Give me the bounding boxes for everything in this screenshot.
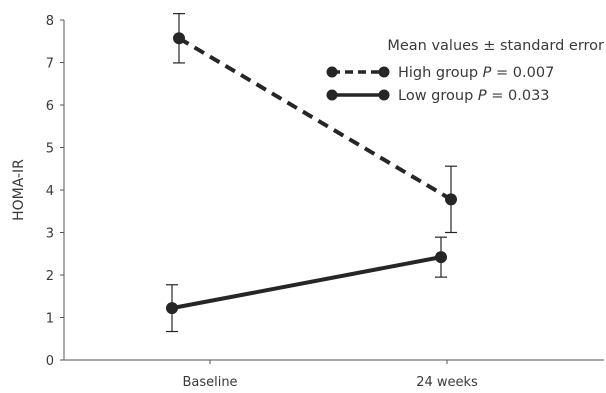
legend-swatch-marker (378, 66, 390, 78)
y-tick-label: 1 (46, 312, 54, 327)
y-tick-label: 5 (46, 142, 54, 157)
y-tick-label: 8 (46, 14, 54, 29)
data-point (166, 302, 178, 315)
y-tick-label: 6 (46, 99, 54, 114)
series-line (177, 36, 453, 202)
plot-area (166, 13, 457, 333)
legend-entry: High group P = 0.007 (326, 65, 554, 81)
y-tick-label: 4 (46, 184, 54, 199)
y-tick-label: 2 (46, 269, 54, 284)
data-point (173, 32, 185, 45)
series-high-group (173, 13, 457, 234)
legend-p-value: = 0.033 (487, 88, 550, 104)
y-tick-label: 7 (46, 57, 54, 72)
data-point (435, 251, 447, 264)
legend: Mean values ± standard error High group … (326, 38, 604, 104)
legend-label: Low group P = 0.033 (398, 88, 550, 104)
legend-series-name: Low group (398, 88, 478, 104)
legend-p-label: P (483, 65, 492, 81)
legend-p-value: = 0.007 (491, 65, 554, 81)
legend-entry: Low group P = 0.033 (326, 88, 550, 104)
legend-title: Mean values ± standard error (387, 38, 604, 54)
legend-swatch-marker (378, 89, 390, 101)
y-axis: 0 1 2 3 4 5 6 7 8 (46, 14, 65, 369)
legend-swatch-marker (326, 66, 338, 78)
x-tick-label: Baseline (182, 375, 237, 390)
legend-swatch-marker (326, 89, 338, 101)
y-tick-label: 3 (46, 227, 54, 242)
data-point (445, 193, 457, 206)
legend-label: High group P = 0.007 (398, 65, 554, 81)
legend-series-name: High group (398, 65, 483, 81)
series-low-group (166, 236, 447, 333)
y-tick-label: 0 (46, 354, 54, 369)
x-tick-label: 24 weeks (416, 375, 478, 390)
series-line (171, 255, 442, 311)
x-axis: Baseline 24 weeks (64, 359, 604, 390)
y-axis-label: HOMA-IR (11, 159, 27, 221)
legend-p-label: P (478, 88, 487, 104)
